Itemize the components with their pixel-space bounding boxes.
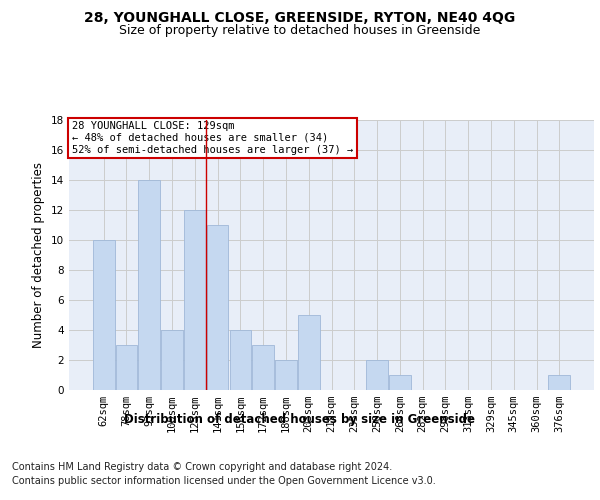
Bar	[207, 225, 229, 390]
Bar	[161, 330, 183, 390]
Bar	[389, 375, 410, 390]
Bar	[298, 315, 320, 390]
Bar	[253, 345, 274, 390]
Bar	[139, 180, 160, 390]
Bar	[116, 345, 137, 390]
Y-axis label: Number of detached properties: Number of detached properties	[32, 162, 46, 348]
Bar	[548, 375, 570, 390]
Bar	[275, 360, 297, 390]
Bar	[93, 240, 115, 390]
Bar	[366, 360, 388, 390]
Text: 28 YOUNGHALL CLOSE: 129sqm
← 48% of detached houses are smaller (34)
52% of semi: 28 YOUNGHALL CLOSE: 129sqm ← 48% of deta…	[71, 122, 353, 154]
Text: Contains public sector information licensed under the Open Government Licence v3: Contains public sector information licen…	[12, 476, 436, 486]
Text: 28, YOUNGHALL CLOSE, GREENSIDE, RYTON, NE40 4QG: 28, YOUNGHALL CLOSE, GREENSIDE, RYTON, N…	[85, 11, 515, 25]
Text: Size of property relative to detached houses in Greenside: Size of property relative to detached ho…	[119, 24, 481, 37]
Bar	[184, 210, 206, 390]
Text: Distribution of detached houses by size in Greenside: Distribution of detached houses by size …	[125, 412, 476, 426]
Text: Contains HM Land Registry data © Crown copyright and database right 2024.: Contains HM Land Registry data © Crown c…	[12, 462, 392, 472]
Bar	[230, 330, 251, 390]
